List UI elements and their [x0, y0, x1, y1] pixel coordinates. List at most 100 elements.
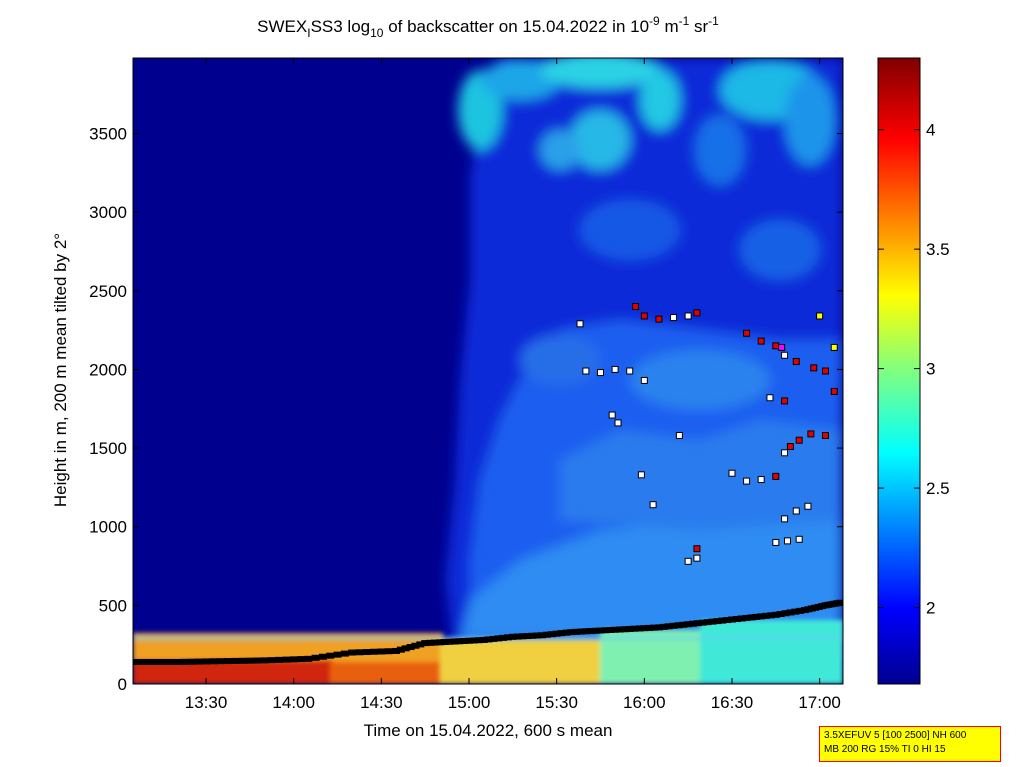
- colorbar-ticks: 2 2.5 3 3.5 4: [878, 121, 950, 618]
- cloud-marker: [772, 538, 780, 546]
- boundary-layer-marker: [474, 637, 483, 644]
- boundary-layer-marker: [781, 610, 790, 617]
- info-box: 3.5XEFUV 5 [100 2500] NH 600 MB 200 RG 1…: [819, 726, 1001, 762]
- boundary-layer-marker: [304, 655, 313, 662]
- boundary-layer-marker: [698, 619, 707, 626]
- cloud-marker: [795, 535, 803, 543]
- boundary-layer-marker: [245, 657, 254, 664]
- boundary-layer-marker: [640, 625, 649, 632]
- cloud-marker: [743, 477, 751, 485]
- boundary-layer-marker: [187, 658, 196, 665]
- y-tick-label: 3000: [89, 203, 127, 222]
- cloud-marker: [757, 476, 765, 484]
- boundary-layer-marker: [231, 657, 240, 664]
- colorbar: [877, 57, 921, 685]
- colorbar-tick-label: 2.5: [926, 479, 950, 498]
- boundary-layer-marker: [727, 616, 736, 623]
- colorbar-tick-label: 3.5: [926, 240, 950, 259]
- cloud-marker: [608, 411, 616, 419]
- cloud-marker: [576, 320, 584, 328]
- cloud-marker: [693, 309, 701, 317]
- x-axis-label: Time on 15.04.2022, 600 s mean: [364, 721, 613, 740]
- cloud-marker: [632, 303, 640, 311]
- boundary-layer-marker: [732, 615, 741, 622]
- boundary-layer-marker: [406, 644, 415, 651]
- boundary-layer-marker: [557, 630, 566, 637]
- cloud-marker: [821, 431, 829, 439]
- boundary-layer-marker: [494, 635, 503, 642]
- boundary-layer-marker: [396, 646, 405, 653]
- boundary-layer-marker: [260, 657, 269, 664]
- boundary-layer-marker: [737, 615, 746, 622]
- boundary-layer-marker: [581, 628, 590, 635]
- boundary-layer-marker: [238, 657, 247, 664]
- boundary-layer-marker: [757, 613, 766, 620]
- cloud-marker: [830, 343, 838, 351]
- cloud-marker: [783, 537, 791, 545]
- x-tick-label: 16:30: [711, 693, 754, 712]
- cloud-marker: [757, 337, 765, 345]
- boundary-layer-marker: [654, 624, 663, 631]
- cloud-marker: [792, 358, 800, 366]
- boundary-layer-marker: [796, 607, 805, 614]
- cloud-marker: [640, 376, 648, 384]
- cloud-marker: [795, 436, 803, 444]
- boundary-layer-marker: [547, 631, 556, 638]
- boundary-layer-marker: [762, 612, 771, 619]
- boundary-layer-marker: [572, 628, 581, 635]
- cloud-marker: [852, 483, 858, 489]
- boundary-layer-marker: [650, 624, 659, 631]
- boundary-layer-marker: [326, 652, 335, 659]
- boundary-layer-marker: [747, 614, 756, 621]
- y-tick-label: 500: [99, 596, 127, 615]
- boundary-layer-marker: [836, 599, 843, 606]
- boundary-layer-marker: [297, 656, 306, 663]
- boundary-layer-marker: [791, 608, 800, 615]
- y-tick-label: 2000: [89, 360, 127, 379]
- boundary-layer-marker: [552, 630, 561, 637]
- boundary-layer-marker: [620, 626, 629, 633]
- boundary-layer-marker: [136, 658, 145, 665]
- cloud-marker: [766, 394, 774, 402]
- x-tick-label: 17:00: [798, 693, 841, 712]
- boundary-layer-marker: [348, 649, 357, 656]
- boundary-layer-marker: [528, 632, 537, 639]
- boundary-layer-marker: [611, 626, 620, 633]
- cloud-marker: [804, 502, 812, 510]
- cloud-marker: [596, 369, 604, 377]
- cloud-marker: [781, 351, 789, 359]
- boundary-layer-marker: [484, 636, 493, 643]
- boundary-layer-marker: [460, 638, 469, 645]
- boundary-layer-marker: [430, 639, 439, 646]
- y-tick-label: 1000: [89, 518, 127, 537]
- info-line-1: 3.5XEFUV 5 [100 2500] NH 600: [824, 730, 967, 741]
- boundary-layer-marker: [752, 613, 761, 620]
- boundary-layer-marker: [708, 618, 717, 625]
- boundary-layer-marker: [659, 623, 668, 630]
- boundary-layer-marker: [202, 658, 211, 665]
- boundary-layer-marker: [401, 645, 410, 652]
- boundary-layer-marker: [567, 629, 576, 636]
- boundary-layer-marker: [165, 658, 174, 665]
- cloud-marker: [772, 342, 780, 350]
- cloud-marker: [792, 507, 800, 515]
- boundary-layer-marker: [718, 617, 727, 624]
- boundary-layer-marker: [742, 614, 751, 621]
- cloud-marker: [816, 312, 824, 320]
- info-line-2: MB 200 RG 15% TI 0 HI 15: [824, 744, 946, 755]
- cloud-base-markers: [576, 303, 858, 565]
- boundary-layer-marker: [445, 638, 454, 645]
- boundary-layer-marker: [158, 658, 167, 665]
- boundary-layer-marker: [703, 619, 712, 626]
- boundary-layer-marker: [450, 638, 459, 645]
- y-axis: 0 500 1000 1500 2000 2500 3000 3500: [89, 124, 843, 694]
- boundary-layer-marker: [384, 648, 393, 655]
- boundary-layer-marker: [194, 658, 203, 665]
- x-tick-label: 15:30: [535, 693, 578, 712]
- cloud-marker: [684, 557, 692, 565]
- boundary-layer-marker: [518, 633, 527, 640]
- boundary-layer-marker: [455, 638, 464, 645]
- cloud-marker: [611, 365, 619, 373]
- boundary-layer-marker: [370, 648, 379, 655]
